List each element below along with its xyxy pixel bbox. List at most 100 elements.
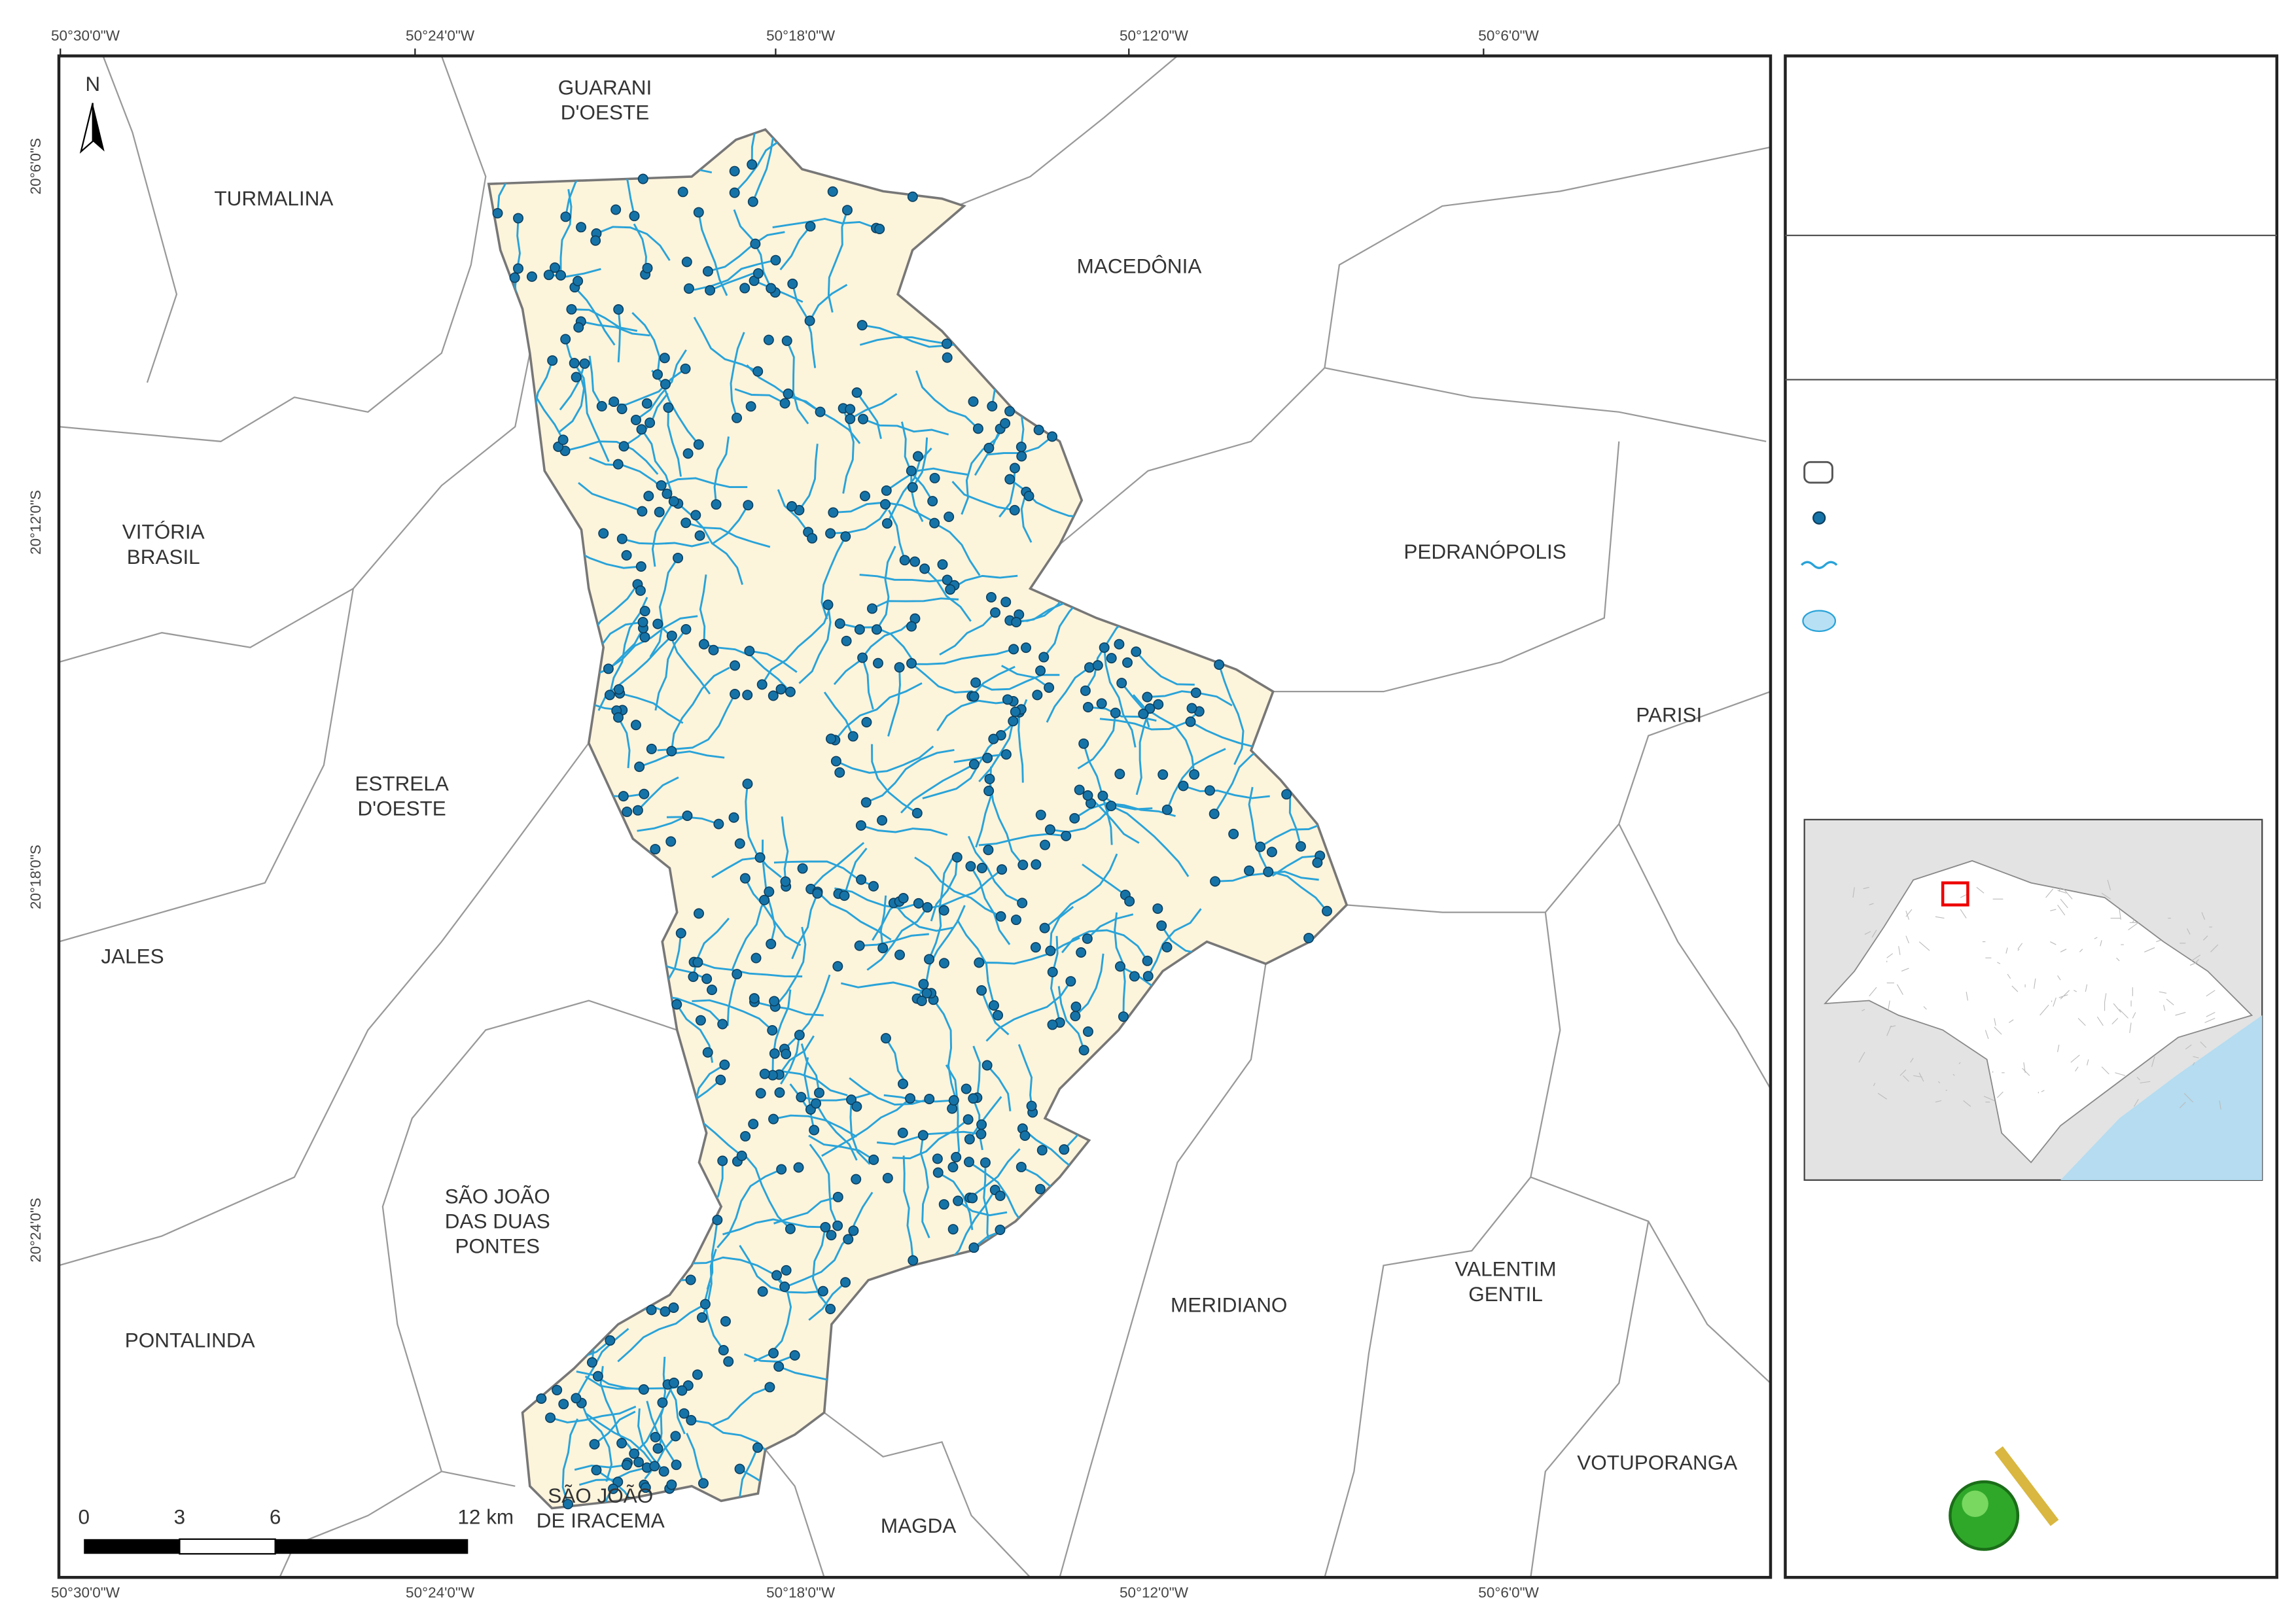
place-name: VITÓRIA: [122, 520, 205, 544]
spring: [1026, 1100, 1037, 1111]
spring: [720, 1316, 731, 1327]
spring: [881, 518, 892, 529]
spring: [868, 1154, 879, 1165]
river: [565, 440, 659, 475]
spring: [1074, 784, 1085, 795]
river: [743, 1353, 796, 1363]
river: [692, 999, 773, 1032]
spring: [866, 603, 877, 614]
spring: [995, 1191, 1006, 1202]
spring: [569, 358, 580, 369]
spring: [841, 635, 852, 646]
spring: [718, 1344, 729, 1355]
spring: [717, 1155, 728, 1166]
spring: [1019, 1130, 1031, 1142]
longitude-label: 50°6'0"W: [1478, 27, 1539, 44]
spring: [906, 621, 917, 632]
river: [970, 865, 1011, 945]
spring: [1156, 920, 1167, 932]
spring: [671, 999, 682, 1010]
river: [716, 1168, 782, 1249]
river: [1270, 870, 1328, 912]
spring: [1000, 418, 1011, 429]
river: [1009, 478, 1087, 519]
spring: [734, 838, 745, 849]
spring: [1016, 1161, 1027, 1172]
spring: [693, 207, 704, 218]
spring: [1142, 955, 1153, 966]
state: [1824, 860, 2253, 1164]
river: [595, 1469, 643, 1509]
river: [1074, 802, 1176, 820]
river: [834, 682, 923, 741]
spring: [775, 684, 786, 695]
river: [773, 1196, 839, 1225]
spring: [1038, 652, 1050, 663]
spring: [632, 805, 643, 816]
spring: [754, 852, 766, 863]
spring: [701, 973, 713, 985]
place-name: MAGDA: [881, 1514, 956, 1537]
spring: [747, 159, 758, 170]
spring: [652, 369, 663, 380]
spring: [1065, 976, 1076, 987]
spring: [910, 556, 921, 567]
spring: [804, 315, 815, 326]
spring: [630, 414, 641, 425]
spring: [848, 1225, 859, 1236]
spring: [752, 268, 764, 279]
river: [711, 1386, 770, 1427]
river: [875, 546, 896, 631]
river: [1248, 786, 1269, 873]
spring: [526, 271, 537, 282]
latitude-label: 20°24'0"S: [27, 1198, 44, 1263]
spring: [566, 304, 577, 315]
river: [617, 717, 631, 769]
spring: [874, 224, 885, 234]
river: [576, 1370, 645, 1391]
spring: [770, 254, 781, 266]
spring: [1009, 504, 1020, 515]
river: [1135, 651, 1195, 686]
spring: [1178, 780, 1189, 792]
spring: [841, 205, 853, 216]
river: [922, 734, 1002, 799]
river: [1020, 491, 1033, 543]
river: [667, 408, 682, 477]
spring: [766, 938, 777, 949]
spring: [774, 1087, 785, 1098]
spring: [579, 358, 590, 369]
river: [706, 1219, 718, 1290]
river: [686, 1433, 705, 1484]
river: [779, 226, 811, 271]
map-area: [59, 56, 1771, 1578]
river: [1087, 794, 1140, 844]
river: [744, 877, 802, 947]
spring: [690, 510, 701, 521]
river: [739, 1245, 823, 1294]
spring: [811, 1098, 822, 1109]
river: [975, 674, 1060, 691]
spring: [749, 993, 760, 1004]
spring: [634, 761, 645, 773]
spring: [1039, 922, 1050, 934]
spring: [1023, 491, 1034, 502]
spring: [616, 1438, 627, 1449]
ocean: [2060, 1015, 2263, 1180]
spring: [612, 712, 624, 723]
spring: [951, 852, 963, 863]
spring: [989, 1000, 999, 1011]
river: [1271, 854, 1320, 877]
spring: [1035, 665, 1046, 676]
spring: [1204, 785, 1215, 796]
river: [909, 648, 1014, 665]
spring: [1244, 865, 1255, 876]
spring: [880, 1033, 891, 1044]
spring: [807, 532, 818, 544]
legend-symbol: [1803, 461, 1833, 484]
spring: [1122, 657, 1133, 668]
river: [685, 521, 771, 548]
spring: [509, 272, 520, 283]
spring: [1161, 804, 1173, 815]
spring: [571, 1393, 582, 1404]
